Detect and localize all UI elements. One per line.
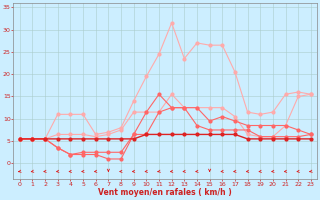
X-axis label: Vent moyen/en rafales ( km/h ): Vent moyen/en rafales ( km/h ) <box>99 188 232 197</box>
